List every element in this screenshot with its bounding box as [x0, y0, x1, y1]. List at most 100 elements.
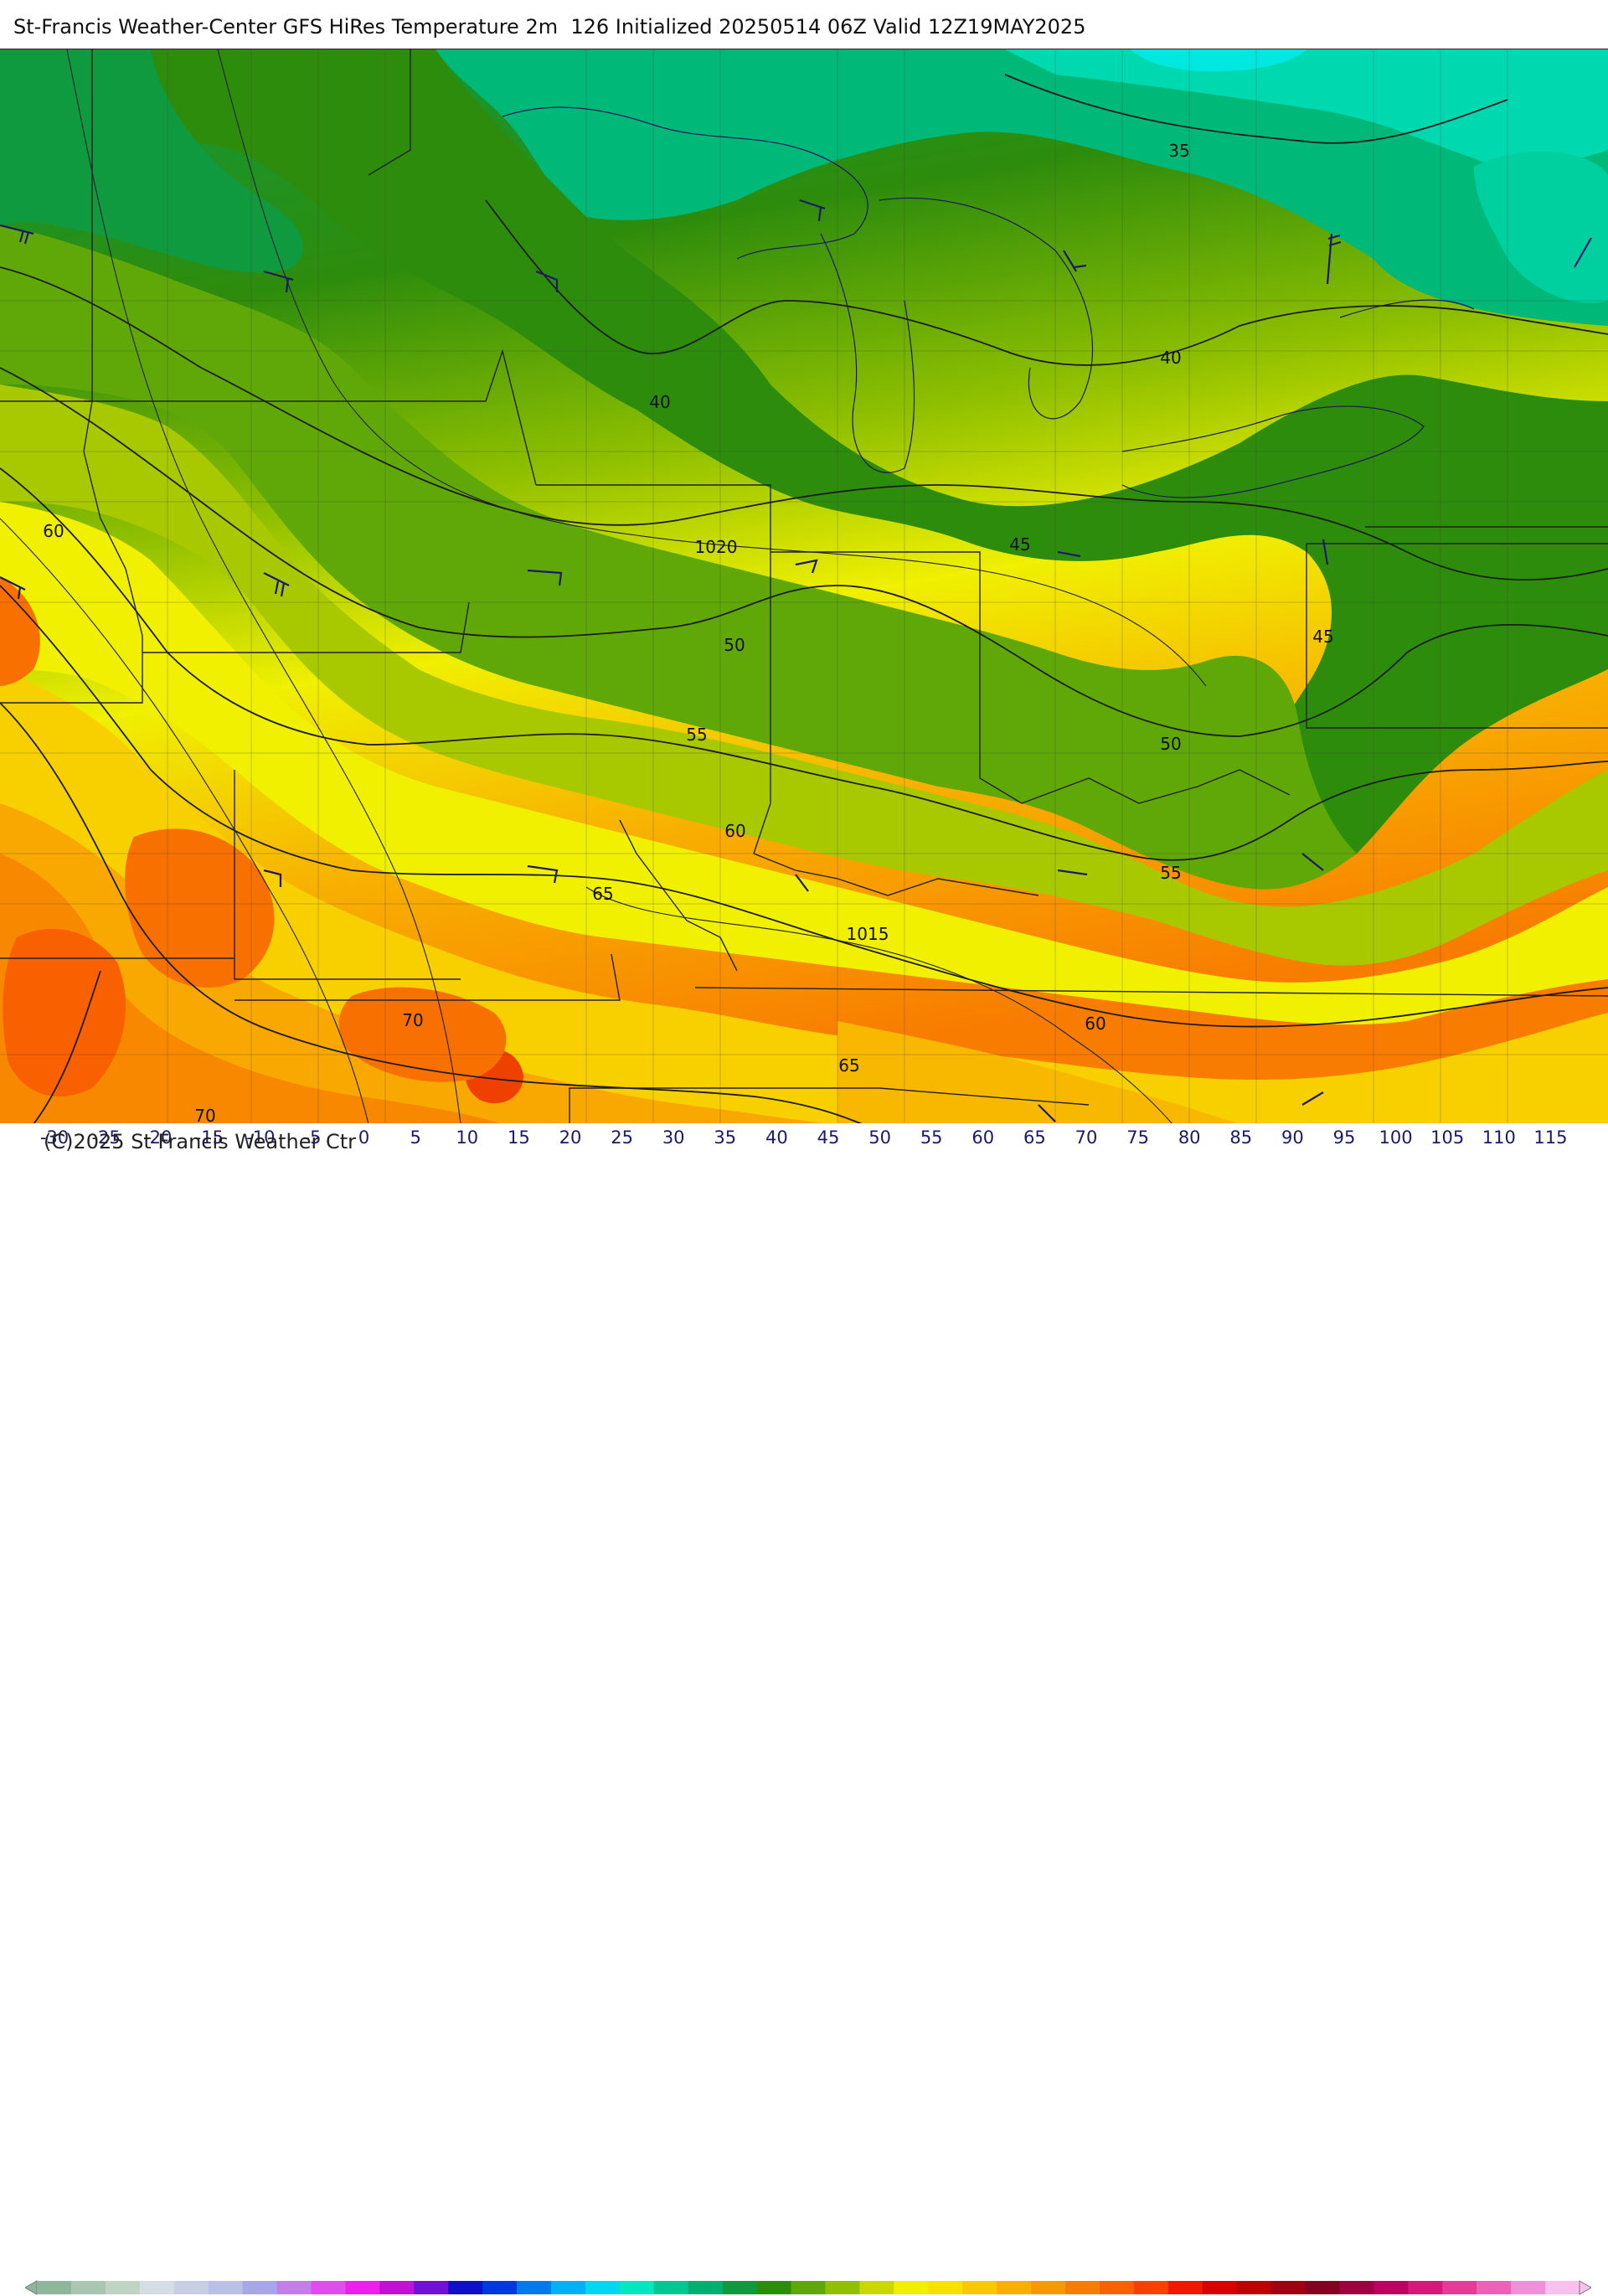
colorbar-swatch	[448, 2281, 483, 2294]
colorbar-swatch	[997, 2281, 1032, 2294]
colorbar-tick-label: 55	[920, 1127, 943, 1148]
colorbar-tick-label: 90	[1281, 1127, 1304, 1148]
colorbar-tick-label: 70	[1075, 1127, 1098, 1148]
colorbar-swatch	[962, 2281, 997, 2294]
pressure-labels: 1020 1015	[695, 537, 889, 944]
colorbar-swatch	[242, 2281, 278, 2294]
wind-barb-icon	[1301, 1091, 1324, 1106]
colorbar-tick-label: 40	[765, 1127, 788, 1148]
temperature-label: 40	[649, 392, 670, 412]
pressure-label: 1020	[695, 537, 738, 557]
colorbar-tick-label: -15	[194, 1127, 224, 1148]
colorbar-tick-label: 30	[662, 1127, 685, 1148]
pressure-isobars	[0, 49, 1207, 1124]
colorbar-swatch	[688, 2281, 724, 2294]
wind-barb-icon	[799, 199, 826, 222]
colorbar-tick-label: -10	[246, 1127, 276, 1148]
wind-barb-icon	[1057, 869, 1088, 876]
colorbar-swatch	[414, 2281, 449, 2294]
colorbar-tick-label: 50	[868, 1127, 891, 1148]
band-north-west-40	[0, 49, 303, 273]
colorbar-swatch	[345, 2281, 380, 2294]
colorbar-swatch	[105, 2281, 141, 2294]
colorbar-tick-label: 105	[1430, 1127, 1465, 1148]
colorbar-tick-label: 5	[410, 1127, 421, 1148]
colorbar-tick-label: -20	[143, 1127, 173, 1148]
colorbar-swatch	[208, 2281, 244, 2294]
colorbar-swatch	[379, 2281, 415, 2294]
colorbar-tick-label: -25	[91, 1127, 121, 1148]
band-70-75	[0, 854, 502, 1124]
band-40-45	[0, 49, 1608, 869]
temperature-label: 60	[724, 821, 745, 841]
colorbar-tick-label: 75	[1126, 1127, 1149, 1148]
wind-barb-icon	[1322, 539, 1329, 565]
wind-barb-icon	[527, 569, 563, 586]
colorbar-swatch	[894, 2281, 929, 2294]
isotherm-contours	[0, 74, 1608, 1124]
colorbar-swatch	[1477, 2281, 1512, 2294]
temperature-label: 65	[592, 884, 613, 904]
temperature-label: 50	[724, 635, 745, 655]
colorbar-swatch	[1270, 2281, 1306, 2294]
colorbar-tick-label: 10	[456, 1127, 479, 1148]
temperature-label: 50	[1160, 734, 1181, 754]
band-west-warm-3	[3, 929, 126, 1096]
band-west-warm-2	[125, 828, 275, 988]
colorbar-tick-label: -30	[39, 1127, 70, 1148]
colorbar-arrow-left	[25, 2280, 38, 2295]
band-west-warm	[0, 577, 40, 686]
wind-barb-icon	[795, 559, 818, 574]
colorbar-tick-label: 85	[1229, 1127, 1253, 1148]
wind-barb-icon	[527, 864, 559, 884]
temperature-label: 45	[1009, 534, 1030, 555]
wind-barbs	[0, 199, 1592, 1122]
colorbar-tick-label: 80	[1178, 1127, 1201, 1148]
colorbar-arrow-right	[1579, 2280, 1591, 2295]
band-35-40	[436, 49, 1608, 326]
colorbar-swatch	[1408, 2281, 1443, 2294]
colorbar-swatch	[825, 2281, 860, 2294]
colorbar-swatch	[70, 2281, 106, 2294]
temperature-label: 55	[686, 725, 707, 745]
wind-barb-icon	[263, 572, 290, 597]
colorbar-swatch	[1167, 2281, 1203, 2294]
temperature-map[interactable]: 35 40 40 45 45 50 50 55 55 60 60 60 65 6…	[0, 49, 1608, 1124]
colorbar-swatch	[1236, 2281, 1272, 2294]
colorbar-swatch	[1065, 2281, 1100, 2294]
colorbar-tick-label: 25	[611, 1127, 633, 1148]
band-south-warm	[338, 987, 507, 1082]
colorbar-swatch	[928, 2281, 963, 2294]
wind-barb-icon	[0, 576, 26, 600]
state-boundaries	[0, 49, 1608, 1124]
colorbar-swatch	[1133, 2281, 1169, 2294]
colorbar-tick-label: 60	[972, 1127, 995, 1148]
colorbar-tick-label: 65	[1023, 1127, 1046, 1148]
colorbar-swatch	[619, 2281, 655, 2294]
colorbar-tick-label: 110	[1482, 1127, 1516, 1148]
band-65-70	[0, 803, 838, 1124]
colorbar-swatch	[1511, 2281, 1546, 2294]
colorbar-swatch	[1545, 2281, 1580, 2294]
temperature-label: 65	[838, 1055, 859, 1076]
band-30-35	[1005, 49, 1608, 168]
colorbar-swatch	[517, 2281, 552, 2294]
wind-barb-icon	[263, 869, 282, 887]
colorbar-swatch	[1374, 2281, 1409, 2294]
temperature-label: 45	[1312, 627, 1333, 647]
colorbar-tick-label: 95	[1332, 1127, 1356, 1148]
colorbar-swatch	[791, 2281, 826, 2294]
colorbar-tick-label: 100	[1379, 1127, 1413, 1148]
temperature-label: 40	[1160, 348, 1181, 368]
copyright-text: (C)2025 St Francis Weather Ctr	[44, 1130, 357, 1153]
colorbar-swatch	[37, 2281, 72, 2294]
temperature-label: 70	[194, 1106, 215, 1124]
map-frame[interactable]: 35 40 40 45 45 50 50 55 55 60 60 60 65 6…	[0, 49, 1608, 1124]
temperature-label: 35	[1168, 141, 1189, 161]
colorbar-swatch	[482, 2281, 518, 2294]
great-lakes-shorelines	[502, 106, 1475, 498]
colorbar-swatch	[722, 2281, 758, 2294]
wind-barb-icon	[0, 224, 34, 245]
colorbar-swatch	[1442, 2281, 1477, 2294]
band-55-60	[0, 502, 1608, 1025]
